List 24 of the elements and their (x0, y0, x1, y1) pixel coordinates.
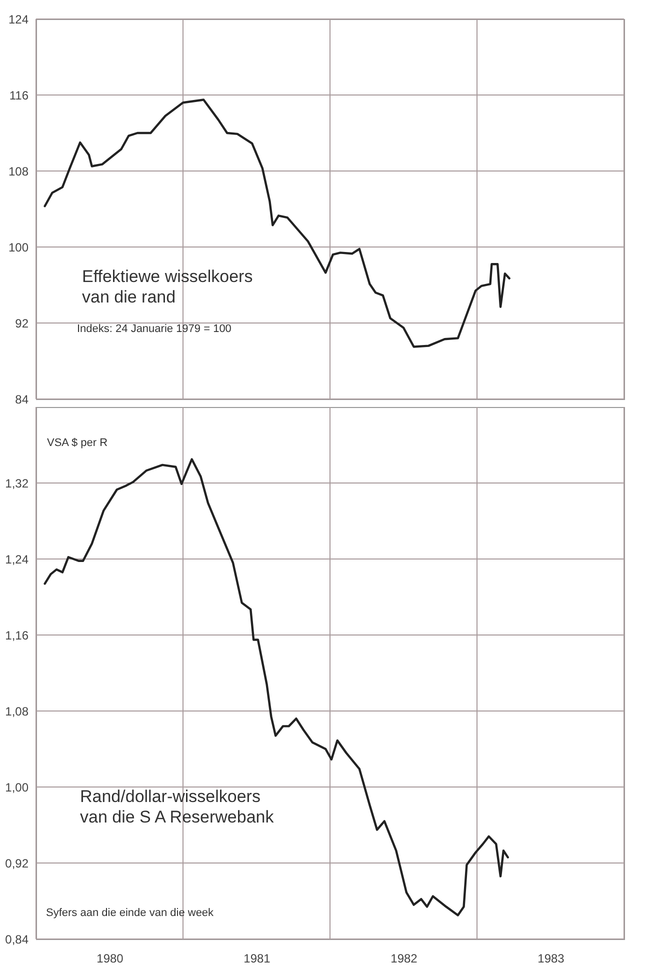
x-tick-label: 1980 (96, 952, 124, 966)
y-tick-label: 124 (8, 12, 29, 26)
y-tick-label: 1,08 (5, 704, 29, 718)
y-tick-label: 92 (15, 316, 29, 330)
y-tick-label: 1,24 (5, 552, 29, 566)
x-tick-label: 1983 (538, 952, 565, 966)
y-tick-label: 0,84 (5, 932, 29, 946)
x-tick-label: 1982 (390, 952, 418, 966)
annotation: Indeks: 24 Januarie 1979 = 100 (77, 323, 232, 335)
y-tick-label: 116 (9, 88, 29, 102)
annotation: VSA $ per R (47, 437, 108, 449)
y-tick-label: 1,00 (5, 780, 29, 794)
y-tick-label: 1,32 (5, 476, 29, 490)
x-tick-label: 1981 (244, 952, 271, 966)
y-tick-label: 1,16 (5, 628, 29, 642)
y-tick-label: 84 (15, 392, 29, 406)
y-tick-label: 0,92 (5, 856, 29, 870)
annotation: Rand/dollar-wisselkoers van die S A Reserwebank (80, 787, 274, 826)
y-tick-label: 100 (8, 240, 29, 254)
line-series (44, 98, 510, 348)
annotation: Syfers aan die einde van die week (46, 907, 214, 919)
annotation: Effektiewe wisselkoers van die rand (82, 267, 253, 306)
line-series (44, 458, 509, 916)
y-tick-label: 108 (8, 164, 29, 178)
